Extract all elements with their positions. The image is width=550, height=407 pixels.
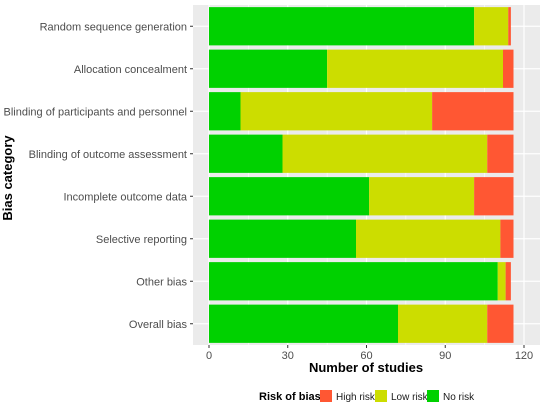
y-tick-label: Random sequence generation [40,21,187,33]
x-tick-label: 90 [439,350,451,362]
bar-segment-no-risk [209,219,356,258]
bar-segment-no-risk [209,262,498,301]
bar-segment-high-risk [505,262,511,301]
bar-segment-high-risk [487,134,514,173]
y-tick-label: Overall bias [129,319,188,331]
bar-segment-low-risk [327,49,503,88]
legend-label: No risk [443,392,475,403]
x-tick-label: 0 [206,350,212,362]
bar-segment-high-risk [432,92,514,131]
legend: Risk of bias High risk Low risk No risk [259,390,475,403]
legend-label: High risk [336,392,376,403]
bar-segment-low-risk [398,304,488,343]
bar-segment-high-risk [500,219,514,258]
legend-title: Risk of bias [259,391,321,403]
bar-segment-low-risk [282,134,488,173]
bar-segment-no-risk [209,177,370,216]
bar-segment-no-risk [209,304,398,343]
bar-segment-low-risk [369,177,475,216]
y-axis-tick-labels: Random sequence generation Allocation con… [4,21,193,331]
bar-segment-no-risk [209,92,241,131]
legend-swatch-high-risk [320,390,332,402]
legend-swatch-no-risk [427,390,439,402]
y-tick-label: Incomplete outcome data [63,191,187,203]
x-axis-tick-labels: 0 30 60 90 120 [206,345,533,362]
bar-segment-no-risk [209,49,328,88]
y-tick-label: Blinding of participants and personnel [4,106,187,118]
x-tick-label: 120 [515,350,533,362]
bar-segment-high-risk [474,177,514,216]
bar-segment-low-risk [474,7,509,46]
bar-segment-low-risk [240,92,433,131]
x-tick-label: 60 [360,350,372,362]
legend-swatch-low-risk [375,390,387,402]
bar-segment-no-risk [209,134,283,173]
bar-segment-no-risk [209,7,475,46]
y-tick-label: Blinding of outcome assessment [29,149,187,161]
plot-panel [193,5,540,345]
y-tick-label: Selective reporting [96,234,187,246]
bar-segment-high-risk [503,49,514,88]
y-tick-label: Allocation concealment [74,64,187,76]
legend-label: Low risk [391,392,429,403]
y-axis-title: Bias category [0,135,15,221]
bar-segment-low-risk [356,219,501,258]
y-tick-label: Other bias [136,276,187,288]
bar-segment-low-risk [497,262,506,301]
x-tick-label: 30 [282,350,294,362]
bar-segment-high-risk [487,304,514,343]
bar-segment-high-risk [508,7,511,46]
x-axis-title: Number of studies [309,360,423,375]
